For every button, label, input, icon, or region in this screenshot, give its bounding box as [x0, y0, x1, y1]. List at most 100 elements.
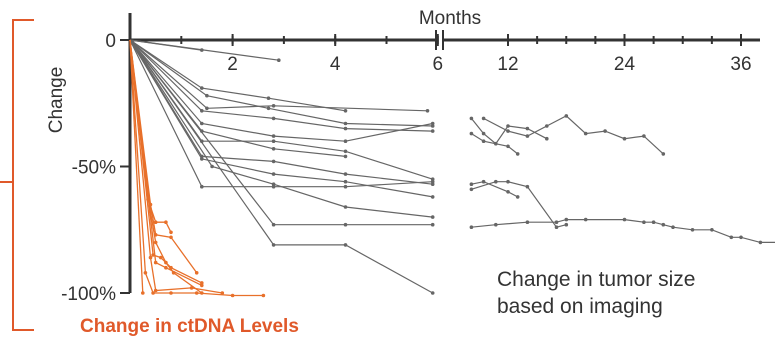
imaging-point [515, 152, 520, 156]
imaging-point [661, 152, 666, 156]
imaging-point [506, 179, 510, 184]
imaging-point [343, 109, 348, 113]
imaging-point [525, 184, 530, 189]
imaging-series-line [129, 39, 433, 185]
ctdna-point [148, 255, 153, 260]
imaging-point [271, 147, 276, 151]
imaging-point [622, 217, 627, 222]
ctdna-series-line [129, 39, 203, 286]
ctdna-point [153, 288, 158, 293]
imaging-point [200, 121, 204, 126]
imaging-point [343, 243, 348, 247]
ctdna-point [164, 265, 168, 270]
ctdna-point [194, 291, 199, 295]
ctdna-point [194, 271, 199, 275]
imaging-series-line [470, 118, 548, 145]
imaging-point [343, 154, 348, 159]
imaging-point [271, 139, 276, 143]
imaging-point [564, 217, 569, 222]
imaging-point [271, 134, 276, 138]
x-tick-label: 2 [227, 54, 238, 75]
imaging-point [271, 182, 276, 186]
imaging-point [430, 179, 435, 184]
imaging-point [430, 177, 435, 181]
imaging-point [266, 106, 271, 111]
x-tick-label: 12 [497, 54, 518, 75]
imaging-point [583, 217, 588, 222]
imaging-point [343, 184, 348, 189]
imaging-series-line [129, 39, 433, 132]
imaging-point [430, 291, 435, 295]
x-tick-label: 24 [614, 54, 636, 75]
imaging-series-line [129, 39, 346, 112]
x-tick-label: 4 [330, 54, 341, 75]
imaging-point [739, 235, 743, 240]
imaging-point [506, 124, 510, 128]
imaging-point [210, 164, 214, 169]
ctdna-point [159, 255, 163, 260]
imaging-point [271, 222, 276, 227]
imaging-point [545, 124, 549, 128]
imaging-series-line [129, 39, 428, 112]
imaging-point [506, 144, 510, 149]
imaging-point [200, 86, 204, 90]
x-tick-label: 6 [433, 54, 444, 75]
imaging-point [564, 114, 569, 118]
imaging-point [481, 131, 486, 136]
ctdna-point [153, 260, 158, 265]
imaging-series-line [483, 115, 664, 155]
ctdna-point [169, 235, 173, 240]
imaging-point [343, 179, 348, 184]
imaging-point [200, 157, 204, 161]
ctdna-point [143, 271, 148, 275]
imaging-point [430, 129, 435, 133]
imaging-series-line [129, 39, 433, 226]
ctdna-point [169, 230, 173, 235]
imaging-series-line [471, 133, 519, 155]
ctdna-point [153, 220, 158, 224]
imaging-point [525, 134, 530, 138]
ctdna-point [141, 291, 145, 295]
imaging-point [651, 220, 656, 224]
y-tick-label: 0 [105, 31, 116, 52]
ctdna-series-line [129, 39, 144, 294]
imaging-point [425, 109, 430, 113]
imaging-point [343, 222, 348, 227]
imaging-point [506, 129, 510, 133]
ctdna-point [151, 291, 155, 295]
imaging-point [271, 172, 276, 176]
imaging-point [622, 136, 627, 141]
series-lines [129, 39, 775, 298]
imaging-point [271, 159, 276, 164]
y-tick-label: -50% [72, 158, 116, 179]
imaging-point [266, 96, 271, 100]
ctdna-point [200, 283, 204, 288]
imaging-series-line [471, 181, 567, 228]
ctdna-point [153, 240, 158, 245]
imaging-point [515, 195, 520, 199]
imaging-point [506, 190, 510, 194]
imaging-point [603, 129, 607, 133]
imaging-point [205, 93, 209, 98]
imaging-point [200, 109, 204, 113]
y-axis-title: Change [46, 67, 67, 134]
imaging-point [671, 225, 675, 229]
ctdna-point [169, 265, 173, 270]
ctdna-label: Change in ctDNA Levels [80, 316, 299, 337]
imaging-series-line [129, 39, 433, 142]
imaging-point [661, 222, 666, 227]
imaging-point [554, 225, 559, 229]
imaging-point [758, 240, 763, 245]
imaging-point [494, 179, 498, 184]
imaging-point [469, 182, 474, 186]
imaging-point [525, 220, 530, 224]
imaging-note: Change in tumor size based on imaging [497, 268, 696, 318]
imaging-point [642, 134, 646, 138]
imaging-series-line [471, 219, 775, 243]
x-axis-title: Months [419, 8, 481, 29]
imaging-point [205, 106, 209, 111]
ctdna-point [151, 253, 155, 257]
imaging-point [554, 220, 559, 224]
imaging-point [469, 187, 474, 192]
